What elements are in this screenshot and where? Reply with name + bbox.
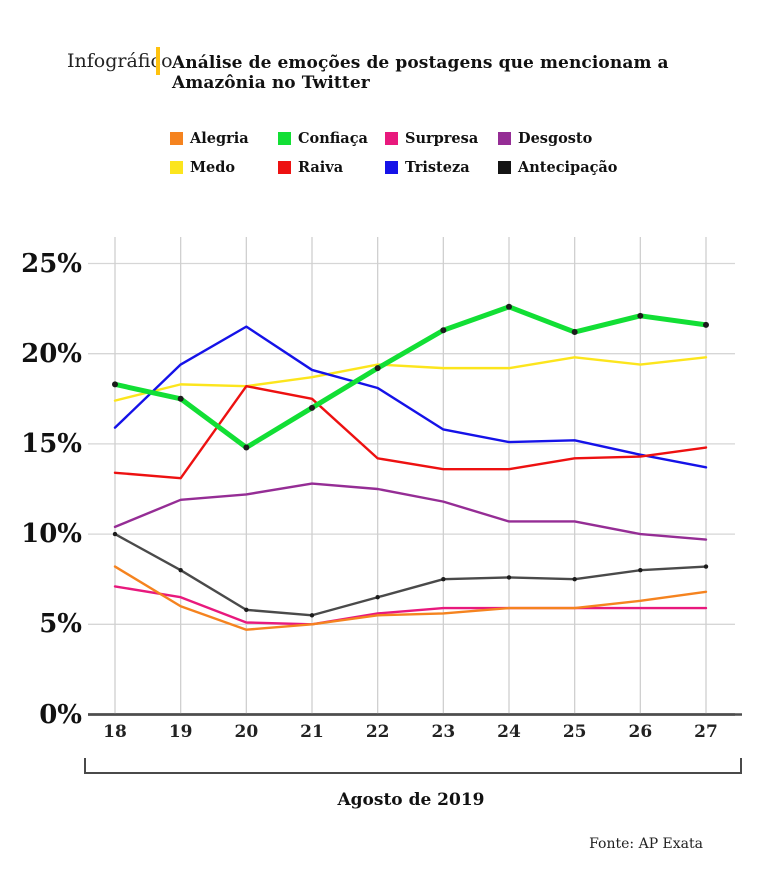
y-tick-label: 0% bbox=[39, 699, 82, 730]
y-tick-label: 15% bbox=[21, 428, 82, 459]
series-line-antecipacao bbox=[113, 532, 708, 617]
data-point-marker bbox=[243, 444, 250, 451]
data-point-marker bbox=[637, 312, 644, 319]
series-line-tristeza bbox=[113, 325, 708, 469]
series-line-surpresa bbox=[113, 585, 708, 626]
x-tick-label: 24 bbox=[497, 722, 521, 742]
x-axis-bracket bbox=[84, 758, 742, 774]
legend-item-antecipacao: Antecipação bbox=[498, 159, 617, 176]
data-point-marker bbox=[309, 404, 315, 411]
data-point-marker bbox=[441, 577, 446, 582]
data-point-marker bbox=[703, 564, 709, 569]
y-tick-label: 25% bbox=[21, 248, 82, 279]
series-line-desgosto bbox=[113, 482, 708, 541]
legend-swatch bbox=[385, 132, 398, 145]
legend-swatch bbox=[278, 161, 291, 174]
x-tick-label: 18 bbox=[103, 722, 127, 742]
data-point-marker bbox=[309, 613, 315, 618]
data-point-marker bbox=[638, 567, 643, 573]
legend-item-alegria: Alegria bbox=[170, 130, 249, 147]
x-tick-label: 27 bbox=[694, 722, 718, 742]
x-tick-label: 19 bbox=[168, 722, 193, 742]
x-tick-label: 26 bbox=[628, 722, 653, 742]
y-tick-label: 5% bbox=[39, 609, 82, 640]
data-point-marker bbox=[506, 575, 512, 580]
data-point-marker bbox=[112, 381, 118, 388]
x-tick-label: 23 bbox=[431, 722, 456, 742]
legend-swatch bbox=[385, 161, 398, 174]
legend-label: Alegria bbox=[190, 130, 249, 147]
x-tick-label: 22 bbox=[365, 722, 390, 742]
legend-item-tristeza: Tristeza bbox=[385, 159, 470, 176]
legend-label: Raiva bbox=[298, 159, 344, 176]
page-title: Análise de emoções de postagens que menc… bbox=[172, 53, 669, 93]
data-point-marker bbox=[244, 607, 249, 613]
legend-swatch bbox=[278, 132, 291, 145]
kicker-label: Infográfico bbox=[67, 50, 173, 72]
series-line-confiaca bbox=[112, 304, 709, 451]
data-point-marker bbox=[506, 303, 512, 310]
data-point-marker bbox=[374, 365, 381, 372]
series-line-alegria bbox=[113, 565, 708, 631]
data-point-marker bbox=[112, 531, 118, 537]
x-axis-caption: Agosto de 2019 bbox=[337, 790, 485, 810]
legend-item-desgosto: Desgosto bbox=[498, 130, 592, 147]
legend-item-surpresa: Surpresa bbox=[385, 130, 478, 147]
y-tick-label: 20% bbox=[21, 338, 82, 369]
legend-label: Surpresa bbox=[405, 130, 479, 147]
data-point-marker bbox=[375, 595, 380, 600]
x-tick-label: 21 bbox=[300, 722, 324, 742]
data-point-marker bbox=[571, 329, 578, 336]
legend-label: Tristeza bbox=[405, 159, 470, 176]
data-point-marker bbox=[572, 577, 577, 582]
series-line-raiva bbox=[113, 384, 708, 480]
x-tick-label: 20 bbox=[234, 722, 259, 742]
y-tick-label: 10% bbox=[21, 519, 82, 550]
data-point-marker bbox=[177, 395, 184, 402]
legend-label: Medo bbox=[190, 159, 236, 176]
source-credit: Fonte: AP Exata bbox=[589, 836, 703, 852]
legend-item-confiaca: Confiaça bbox=[278, 130, 368, 147]
legend-swatch bbox=[170, 161, 183, 174]
legend-label: Confiaça bbox=[298, 130, 368, 147]
legend-swatch bbox=[498, 132, 511, 145]
accent-divider-bar bbox=[156, 47, 160, 75]
x-tick-label: 25 bbox=[562, 722, 587, 742]
legend-item-medo: Medo bbox=[170, 159, 235, 176]
legend-label: Desgosto bbox=[518, 130, 593, 147]
legend-swatch bbox=[498, 161, 511, 174]
legend-item-raiva: Raiva bbox=[278, 159, 343, 176]
series-line-medo bbox=[113, 356, 708, 402]
legend-label: Antecipação bbox=[518, 159, 618, 176]
data-point-marker bbox=[440, 327, 447, 334]
legend-swatch bbox=[170, 132, 183, 145]
data-point-marker bbox=[703, 321, 709, 328]
data-point-marker bbox=[178, 567, 183, 573]
